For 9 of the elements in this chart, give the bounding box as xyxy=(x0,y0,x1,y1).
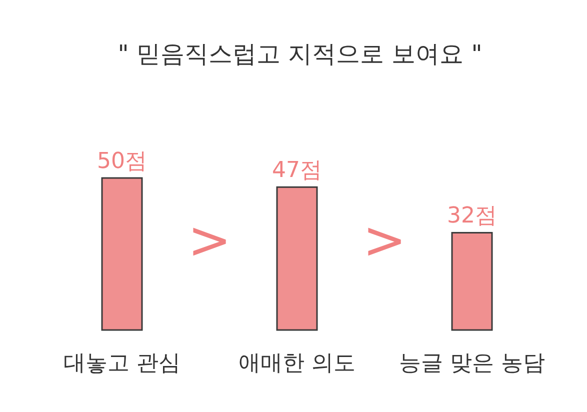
x-tick-label: 능글 맞은 농담 xyxy=(399,351,545,376)
data-label: 50점 xyxy=(97,149,147,174)
title: " 믿음직스럽고 지적으로 보여요 " xyxy=(118,40,482,68)
data-label: 47점 xyxy=(272,158,322,184)
x-tick-label: 애매한 의도 xyxy=(238,351,356,376)
data-label: 32점 xyxy=(447,204,497,229)
annotation: > xyxy=(362,211,406,271)
x-tick-label: 대놓고 관심 xyxy=(64,351,180,376)
annotation: > xyxy=(188,211,232,271)
